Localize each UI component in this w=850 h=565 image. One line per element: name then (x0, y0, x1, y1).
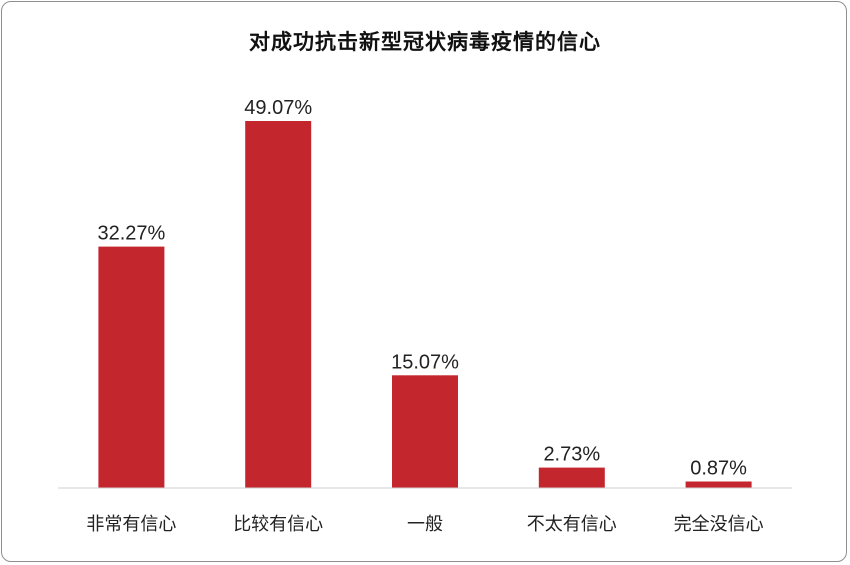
bar-1 (98, 246, 165, 488)
category-labels-group: 非常有信心 比较有信心 一般 不太有信心 完全没信心 (86, 514, 763, 535)
bar-3 (392, 375, 458, 488)
bar-2 (245, 121, 312, 488)
chart-title: 对成功抗击新型冠状病毒疫情的信心 (249, 30, 601, 54)
value-label-4: 2.73% (543, 444, 600, 466)
value-labels-group: 32.27% 49.07% 15.07% 2.73% 0.87% (97, 97, 747, 480)
value-label-5: 0.87% (690, 458, 747, 480)
bar-5 (685, 481, 752, 488)
value-label-1: 32.27% (97, 223, 165, 245)
value-label-2: 49.07% (244, 97, 312, 119)
category-label-5: 完全没信心 (674, 514, 764, 535)
bar-4 (538, 467, 605, 488)
category-label-4: 不太有信心 (527, 514, 617, 535)
bars-group (98, 121, 752, 488)
category-label-2: 比较有信心 (233, 514, 323, 535)
category-label-1: 非常有信心 (86, 514, 176, 535)
value-label-3: 15.07% (391, 351, 459, 373)
category-label-3: 一般 (407, 514, 443, 535)
